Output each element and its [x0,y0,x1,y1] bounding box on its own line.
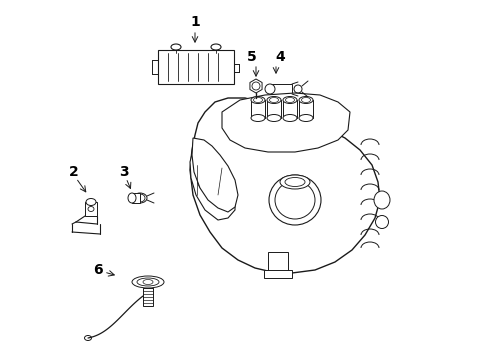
Ellipse shape [211,44,221,50]
Bar [132,193,140,203]
Bar [85,202,97,216]
Ellipse shape [275,181,315,219]
Bar [264,270,292,278]
Ellipse shape [88,207,94,212]
Ellipse shape [133,193,147,203]
Ellipse shape [253,98,263,103]
Bar [267,100,281,118]
Ellipse shape [301,98,311,103]
Ellipse shape [137,278,159,286]
Bar [158,50,234,84]
Text: 2: 2 [69,165,79,179]
Polygon shape [190,147,235,220]
Ellipse shape [299,96,313,104]
Ellipse shape [286,98,294,103]
Ellipse shape [265,84,275,94]
Ellipse shape [375,216,389,229]
Ellipse shape [267,96,281,104]
Bar [283,100,297,118]
Polygon shape [222,93,350,152]
Polygon shape [192,138,238,212]
Text: 5: 5 [247,50,257,64]
Polygon shape [190,98,380,273]
Ellipse shape [86,198,96,206]
Ellipse shape [299,114,313,122]
Ellipse shape [285,177,305,186]
Ellipse shape [251,96,265,104]
Bar [251,100,265,118]
Ellipse shape [294,85,302,93]
Ellipse shape [270,98,278,103]
Ellipse shape [251,114,265,122]
Polygon shape [250,79,262,93]
Text: 4: 4 [275,50,285,64]
Ellipse shape [280,175,310,189]
Bar [270,84,292,94]
Ellipse shape [283,114,297,122]
Ellipse shape [171,44,181,50]
Ellipse shape [374,191,390,209]
Ellipse shape [135,194,145,202]
Bar [299,100,313,118]
Ellipse shape [267,114,281,122]
Ellipse shape [252,82,260,90]
Text: 3: 3 [119,165,129,179]
Text: 1: 1 [190,15,200,29]
Text: 6: 6 [93,263,103,277]
Ellipse shape [283,96,297,104]
Bar [143,288,153,306]
Bar [268,252,288,272]
Ellipse shape [128,193,136,203]
Ellipse shape [132,276,164,288]
Ellipse shape [84,336,92,341]
Ellipse shape [269,175,321,225]
Ellipse shape [143,279,153,284]
